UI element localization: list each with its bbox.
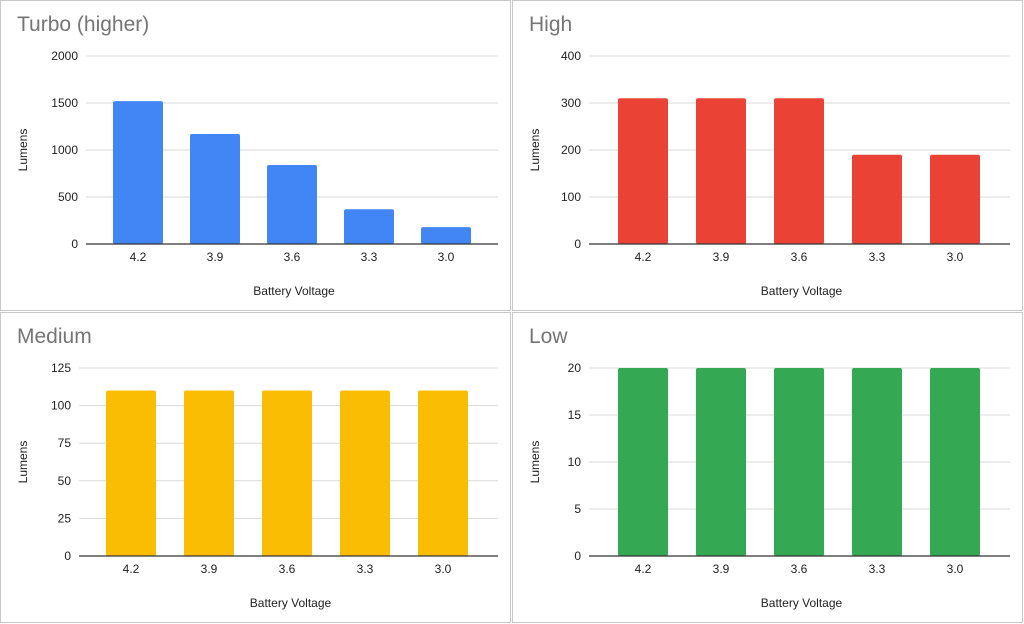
x-tick-label: 3.9 [201, 562, 218, 576]
y-tick-label: 50 [58, 474, 72, 488]
x-tick-label: 3.0 [947, 562, 964, 576]
x-tick-label: 3.3 [357, 562, 374, 576]
y-tick-label: 20 [568, 361, 582, 375]
y-tick-label: 500 [58, 190, 78, 204]
y-axis-title: Lumens [528, 441, 542, 484]
y-tick-label: 125 [51, 361, 71, 375]
x-tick-label: 3.9 [713, 250, 730, 264]
x-tick-label: 4.2 [123, 562, 140, 576]
x-tick-label: 3.0 [435, 562, 452, 576]
bar [618, 98, 668, 244]
bar [184, 390, 234, 556]
chart-panel-low: Low 0 5 10 15 20 4.2 3.9 3.6 3.3 3.0 Battery Volta… [512, 312, 1023, 623]
y-tick-label: 0 [574, 549, 581, 563]
x-tick-label: 3.3 [869, 250, 886, 264]
bar [852, 368, 902, 556]
bar [930, 368, 980, 556]
chart-title: Medium [17, 325, 92, 348]
chart-panel-high: High 0 100 200 300 400 4.2 3.9 3.6 3.3 3.0 Battery… [512, 0, 1023, 311]
bar [190, 134, 240, 244]
y-tick-label: 5 [574, 502, 581, 516]
y-axis-title: Lumens [16, 441, 30, 484]
bar [113, 101, 163, 245]
x-axis-title: Battery Voltage [250, 596, 332, 610]
bar [262, 390, 312, 556]
chart-title: Low [529, 325, 568, 348]
y-tick-label: 300 [561, 96, 581, 110]
chart-panel-medium: Medium 0 25 50 75 100 125 4.2 3.9 3.6 3.3 3.0 Batte… [0, 312, 511, 623]
y-tick-label: 200 [561, 143, 581, 157]
x-tick-label: 3.0 [947, 250, 964, 264]
bar [618, 368, 668, 556]
y-tick-label: 100 [561, 190, 581, 204]
y-tick-label: 25 [58, 511, 72, 525]
y-tick-label: 400 [561, 49, 581, 63]
x-tick-label: 3.9 [207, 250, 224, 264]
x-tick-label: 3.6 [284, 250, 301, 264]
y-axis-title: Lumens [528, 129, 542, 172]
bar [340, 390, 390, 556]
x-tick-label: 3.9 [713, 562, 730, 576]
x-axis-title: Battery Voltage [253, 284, 335, 298]
chart-svg: 0 5 10 15 20 4.2 3.9 3.6 3.3 3.0 Battery Voltage Lu… [528, 361, 1010, 610]
bar [774, 98, 824, 244]
x-axis-title: Battery Voltage [761, 596, 843, 610]
x-tick-label: 3.0 [438, 250, 455, 264]
chart-svg: 0 500 1000 1500 2000 4.2 3.9 3.6 3.3 3.0 Battery V… [16, 49, 498, 298]
y-tick-label: 1000 [51, 143, 78, 157]
y-tick-label: 0 [71, 237, 78, 251]
y-tick-label: 2000 [51, 49, 78, 63]
bar [418, 390, 468, 556]
y-tick-label: 0 [574, 237, 581, 251]
y-tick-label: 0 [64, 549, 71, 563]
bar [696, 368, 746, 556]
bar [852, 154, 902, 244]
x-tick-label: 3.6 [279, 562, 296, 576]
bar [421, 227, 471, 244]
y-tick-label: 75 [58, 436, 72, 450]
chart-title: High [529, 13, 573, 36]
y-tick-label: 100 [51, 399, 71, 413]
y-tick-label: 10 [568, 455, 582, 469]
bar [267, 165, 317, 244]
x-tick-label: 3.6 [791, 250, 808, 264]
chart-svg: 0 25 50 75 100 125 4.2 3.9 3.6 3.3 3.0 Battery Volt… [16, 361, 498, 610]
bar [106, 390, 156, 556]
bar [774, 368, 824, 556]
x-tick-label: 4.2 [130, 250, 147, 264]
bar [696, 98, 746, 244]
y-tick-label: 1500 [51, 96, 78, 110]
bar [344, 209, 394, 244]
x-tick-label: 3.3 [361, 250, 378, 264]
x-tick-label: 4.2 [635, 562, 652, 576]
x-tick-label: 3.3 [869, 562, 886, 576]
bar [930, 154, 980, 244]
x-tick-label: 3.6 [791, 562, 808, 576]
chart-panel-turbo: Turbo (higher) 0 500 1000 1500 2000 4.2 3.9 3.6… [0, 0, 511, 311]
x-axis-title: Battery Voltage [761, 284, 843, 298]
y-axis-title: Lumens [16, 129, 30, 172]
y-tick-label: 15 [568, 408, 582, 422]
chart-title: Turbo (higher) [17, 13, 150, 36]
chart-svg: 0 100 200 300 400 4.2 3.9 3.6 3.3 3.0 Battery Volt… [528, 49, 1010, 298]
x-tick-label: 4.2 [635, 250, 652, 264]
